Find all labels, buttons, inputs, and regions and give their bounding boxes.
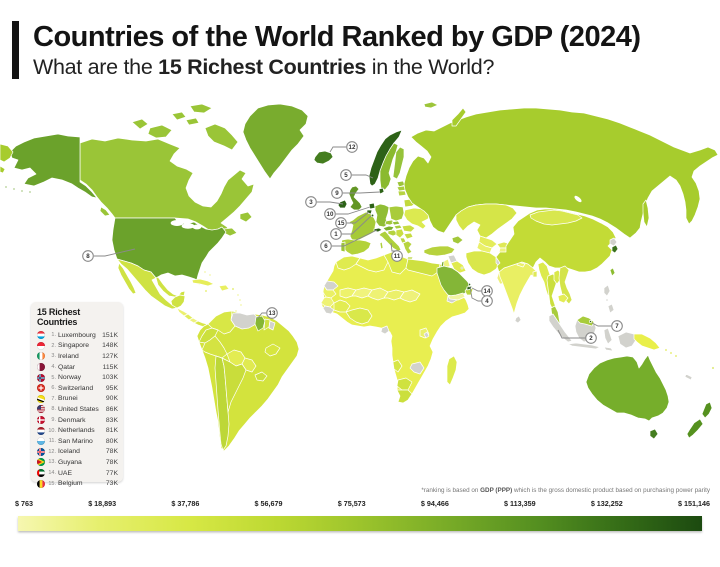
svg-text:12: 12 xyxy=(349,144,356,151)
svg-text:15: 15 xyxy=(338,220,345,227)
svg-text:6: 6 xyxy=(324,243,328,250)
svg-text:9: 9 xyxy=(335,190,339,197)
svg-text:5: 5 xyxy=(344,172,348,179)
svg-text:8: 8 xyxy=(86,253,90,260)
svg-text:7: 7 xyxy=(615,323,619,330)
svg-text:1: 1 xyxy=(334,231,338,238)
svg-text:2: 2 xyxy=(589,335,593,342)
svg-text:4: 4 xyxy=(485,298,489,305)
svg-text:10: 10 xyxy=(327,211,334,218)
svg-text:14: 14 xyxy=(484,288,491,295)
svg-text:3: 3 xyxy=(309,199,313,206)
svg-text:11: 11 xyxy=(394,253,401,260)
svg-text:13: 13 xyxy=(269,310,276,317)
